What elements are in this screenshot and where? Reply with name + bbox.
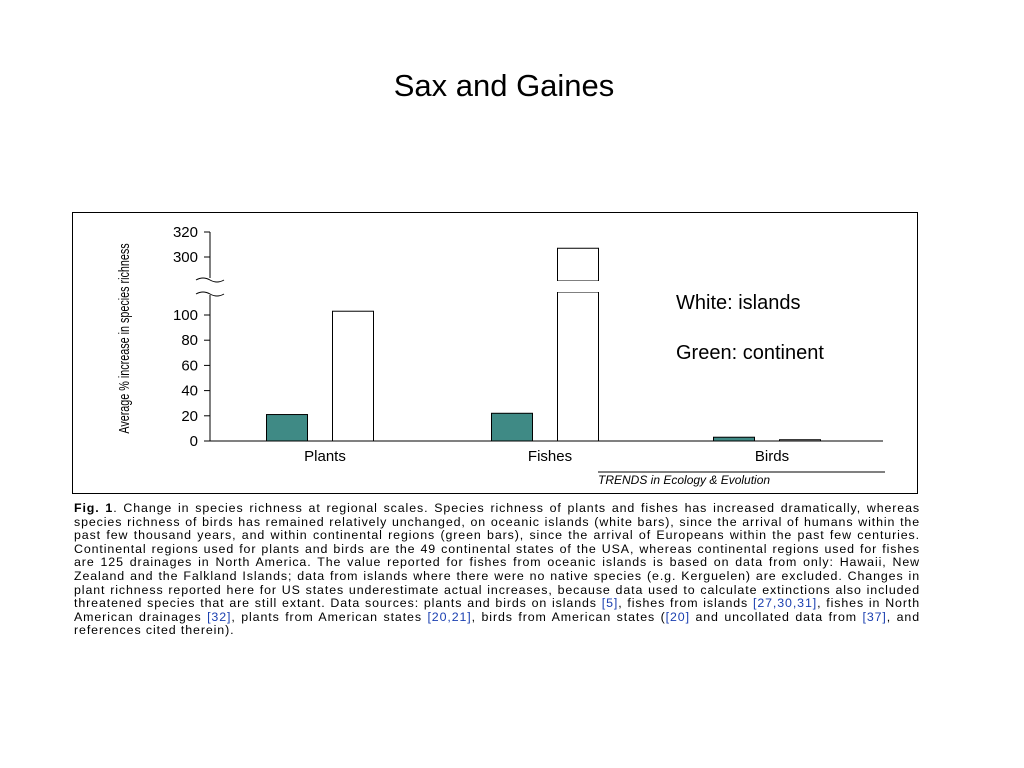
caption-ref[interactable]: [32] [207, 609, 232, 624]
y-tick-label: 60 [181, 357, 198, 374]
bar-islands [557, 247, 599, 282]
legend-note-white: White: islands [676, 292, 801, 314]
slide-title: Sax and Gaines [393, 68, 615, 103]
bar-continent [266, 414, 308, 442]
caption-ref[interactable]: [37] [862, 609, 887, 624]
caption-text: , and references cited therein). [74, 609, 920, 638]
y-tick-label: 320 [173, 224, 198, 241]
y-axis-break-mark [195, 291, 225, 297]
caption-fig-label: Fig. 1 [74, 501, 114, 515]
bar-break-gap [556, 281, 600, 292]
caption-ref[interactable]: [27,30,31] [752, 596, 818, 611]
bar-continent [491, 412, 533, 442]
legend-note-green: Green: continent [676, 342, 824, 364]
y-axis-break-mark [195, 277, 225, 283]
y-axis-label: Average % increase in species richness [115, 243, 132, 434]
bar-islands [332, 310, 374, 442]
x-tick-label: Plants [304, 448, 346, 465]
source-label: TRENDS in Ecology & Evolution [598, 473, 770, 487]
caption-text: . Change in species richness at regional… [74, 501, 920, 611]
bar-continent [713, 436, 755, 442]
caption-text: , birds from American states ( [471, 609, 666, 624]
caption-ref[interactable]: [20] [665, 609, 690, 624]
bar-islands [557, 291, 599, 442]
caption-ref[interactable]: [20,21] [427, 609, 472, 624]
caption-text: and uncollated data from [689, 609, 863, 624]
caption-text: , fishes in North American drainages [74, 596, 920, 624]
x-tick-label: Birds [755, 448, 789, 465]
y-tick-label: 100 [173, 307, 198, 324]
x-tick-label: Fishes [528, 448, 572, 465]
y-tick-label: 300 [173, 249, 198, 266]
caption-text: , fishes from islands [618, 596, 753, 611]
figure-panel: 0 20 40 60 80 100 300 320 Average % increase in … [72, 212, 918, 494]
y-tick-label: 40 [181, 383, 198, 400]
bar-chart: 0 20 40 60 80 100 300 320 Average % increase in … [115, 224, 885, 487]
bar-islands [779, 439, 821, 442]
y-tick-label: 0 [190, 433, 198, 450]
caption-ref[interactable]: [5] [601, 596, 619, 611]
figure-caption: Fig. 1. Change in species richness at re… [74, 501, 920, 638]
y-tick-label: 20 [181, 408, 198, 425]
caption-text: , plants from American states [231, 609, 428, 624]
y-tick-label: 80 [181, 332, 198, 349]
